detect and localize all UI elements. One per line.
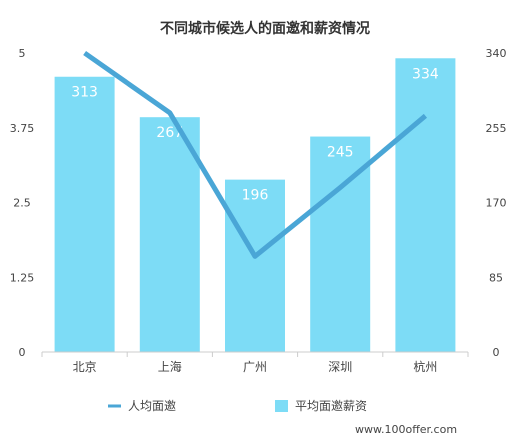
line-series bbox=[83, 50, 428, 259]
x-tick-label-1: 上海 bbox=[158, 359, 182, 374]
bar-value-label-1: 267 bbox=[156, 125, 183, 141]
bar-value-label-0: 313 bbox=[71, 85, 98, 101]
chart-title: 不同城市候选人的面邀和薪资情况 bbox=[160, 20, 370, 37]
right-tick-label-4: 340 bbox=[486, 47, 507, 60]
bar-value-label-3: 245 bbox=[327, 145, 354, 161]
left-tick-label-1: 1.25 bbox=[10, 271, 35, 284]
legend-bar-label: 平均面邀薪资 bbox=[295, 398, 367, 413]
right-tick-label-0: 0 bbox=[493, 346, 500, 359]
left-tick-label-0: 0 bbox=[19, 346, 26, 359]
bar-0 bbox=[54, 76, 115, 353]
left-tick-label-4: 5 bbox=[19, 47, 26, 60]
right-tick-label-1: 85 bbox=[489, 271, 503, 284]
x-tick-label-4: 杭州 bbox=[413, 359, 437, 374]
bar-value-label-2: 196 bbox=[242, 188, 269, 204]
x-tick-label-3: 深圳 bbox=[328, 360, 352, 374]
bar-4 bbox=[395, 58, 456, 353]
x-tick-label-2: 广州 bbox=[243, 360, 267, 374]
left-tick-label-3: 3.75 bbox=[10, 122, 35, 135]
legend-line-label: 人均面邀 bbox=[128, 398, 176, 413]
x-tick-label-0: 北京 bbox=[73, 360, 97, 374]
watermark: www.100offer.com bbox=[355, 423, 457, 436]
legend-bar-swatch bbox=[275, 400, 288, 412]
legend: 人均面邀 平均面邀薪资 bbox=[108, 398, 367, 413]
bars-group: 313 267 196 245 334 bbox=[54, 58, 456, 353]
right-tick-label-3: 255 bbox=[486, 122, 507, 135]
bar-2 bbox=[225, 179, 285, 352]
right-tick-label-2: 170 bbox=[486, 197, 507, 210]
line-group bbox=[83, 50, 428, 259]
axes-group: 北京 上海 广州 深圳 杭州 0 1.25 2.5 3.75 5 0 85 170 255 340 bbox=[10, 47, 507, 374]
bar-1 bbox=[139, 117, 200, 353]
left-tick-label-2: 2.5 bbox=[13, 197, 31, 210]
bar-value-label-4: 334 bbox=[412, 66, 439, 82]
